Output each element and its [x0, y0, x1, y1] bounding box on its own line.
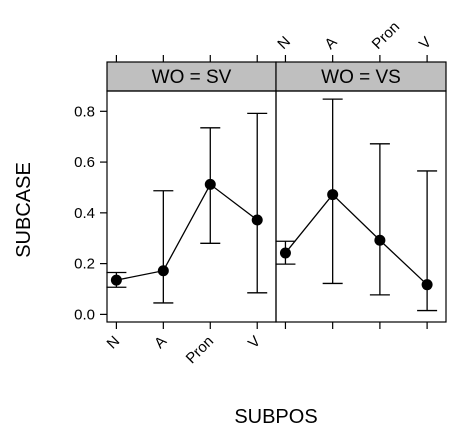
panel-frame	[106, 90, 277, 323]
panel-1: WO = SV N A Pron V	[104, 55, 277, 367]
series-line	[284, 193, 428, 286]
x-axis-title: SUBPOS	[234, 406, 317, 428]
data-point	[327, 189, 339, 201]
x-tick-label: N	[274, 33, 294, 53]
data-point	[251, 214, 263, 226]
series-line	[116, 183, 258, 281]
y-axis-title: SUBCASE	[13, 162, 35, 258]
panels-layer: 0.0 0.2 0.4 0.6 0.8 WO = SV N A Pron V WO = VS N A Pr…	[74, 18, 447, 367]
data-point	[204, 178, 216, 190]
x-tick-label: N	[104, 333, 124, 353]
panel-strip-label: WO = SV	[152, 67, 232, 88]
data-point	[110, 274, 122, 286]
y-tick-label: 0.2	[74, 256, 95, 273]
panel-strip-label: WO = VS	[321, 67, 401, 88]
x-tick-label: Pron	[369, 18, 403, 52]
x-tick-label: V	[416, 34, 435, 53]
panel-2: WO = VS N A Pron V	[274, 18, 447, 329]
x-tick-label: V	[245, 333, 264, 352]
x-tick-label: A	[151, 333, 170, 352]
y-tick-label: 0.8	[74, 103, 95, 120]
data-point	[279, 247, 291, 259]
y-tick-label: 0.4	[74, 205, 95, 222]
data-point	[157, 265, 169, 277]
y-tick-label: 0.6	[74, 154, 95, 171]
data-point	[421, 279, 433, 291]
data-point	[374, 234, 386, 246]
panel-strip	[106, 61, 277, 92]
y-tick-label: 0.0	[74, 306, 95, 323]
panel-frame	[275, 90, 447, 323]
x-tick-label: Pron	[183, 333, 217, 367]
x-tick-label: A	[321, 34, 340, 53]
